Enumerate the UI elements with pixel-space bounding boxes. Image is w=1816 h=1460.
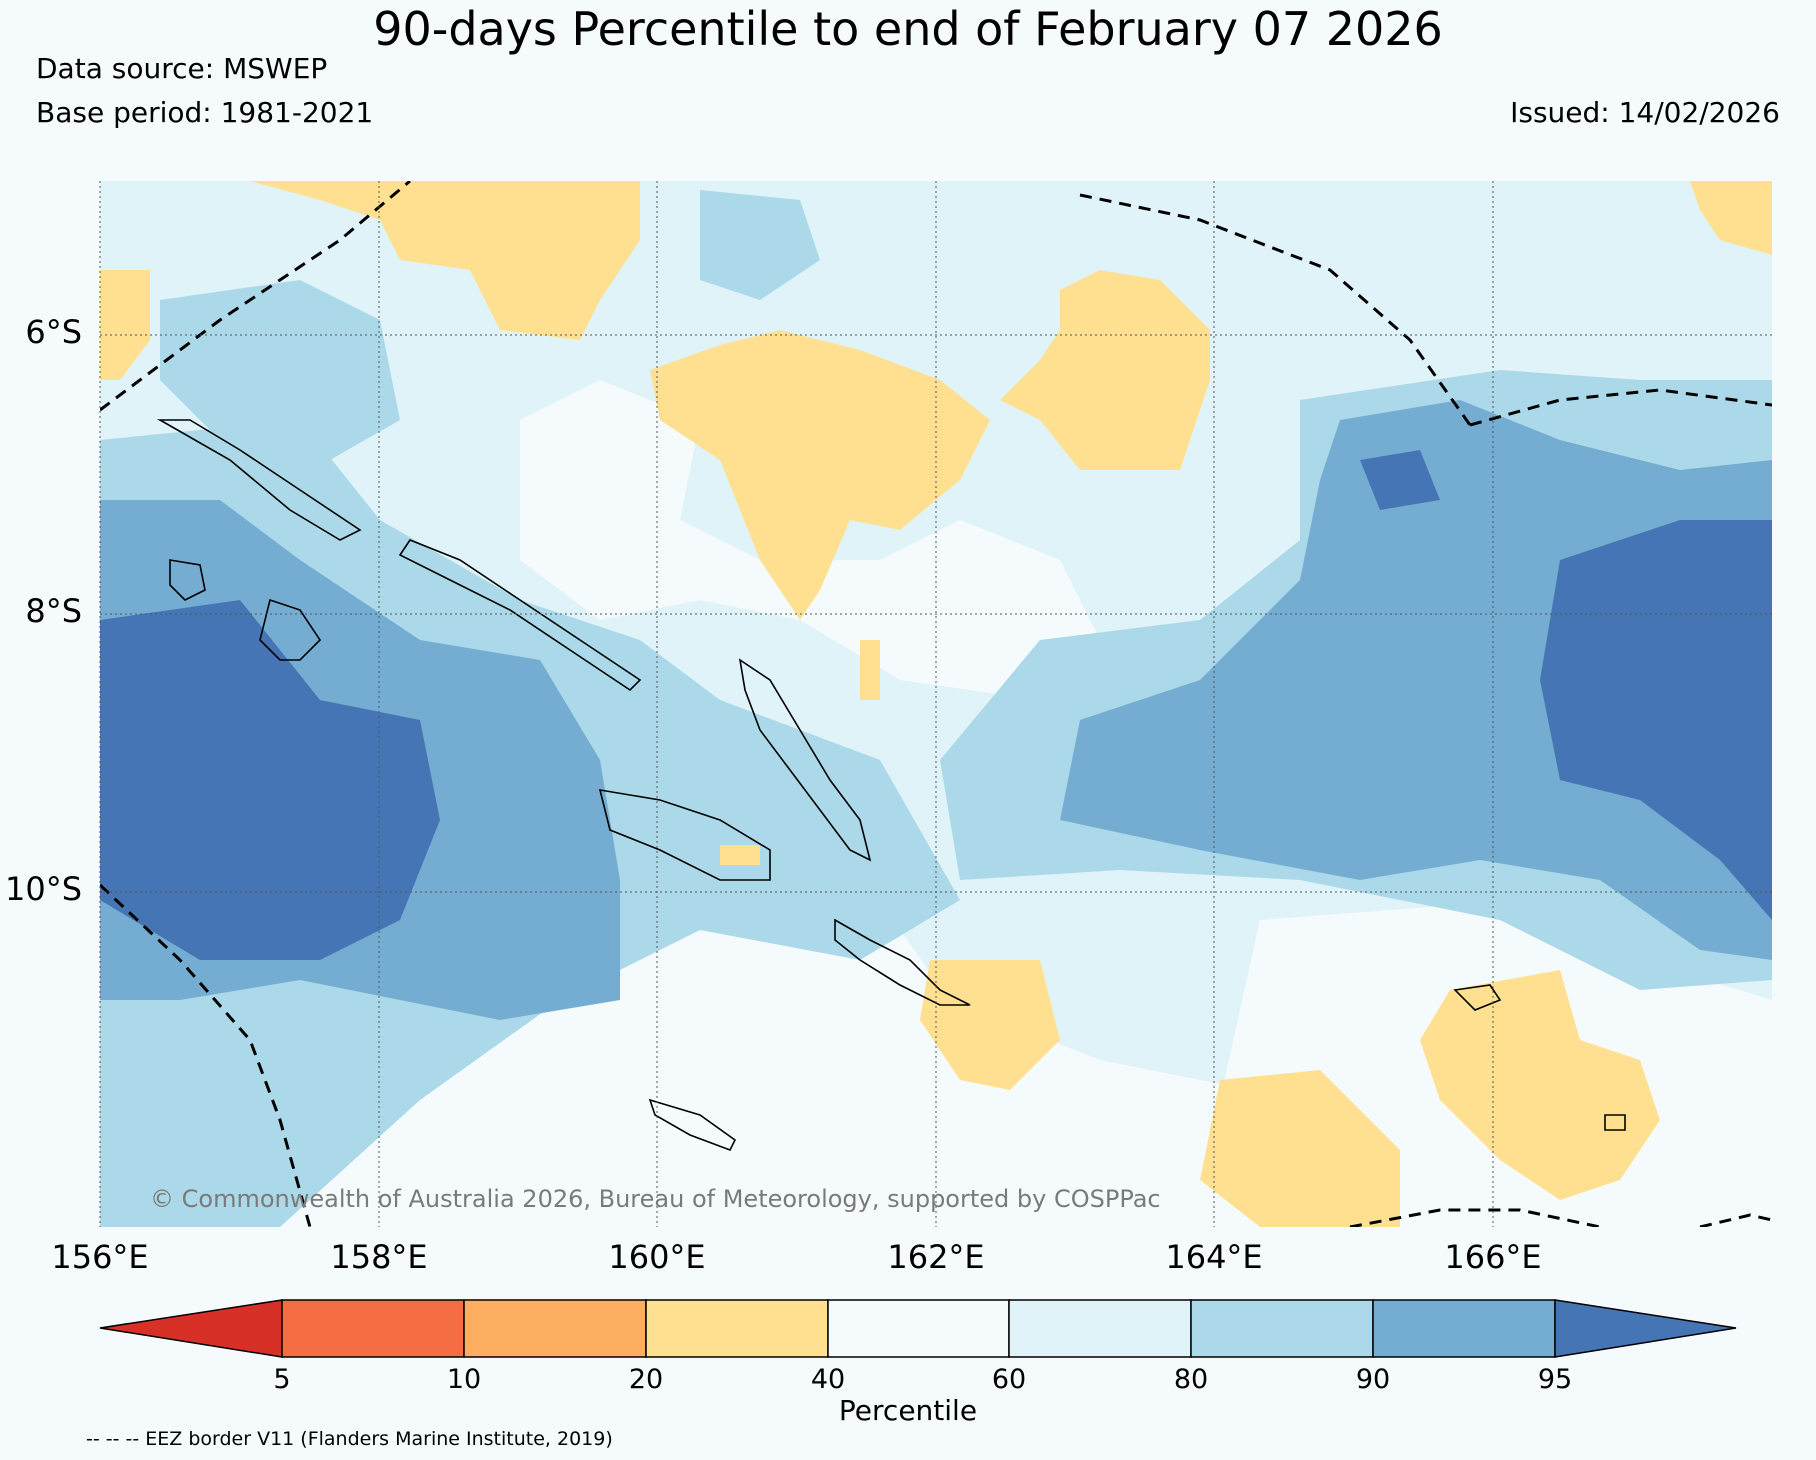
- chart-title: 90-days Percentile to end of February 07…: [373, 2, 1443, 56]
- colorbar-tick: 10: [446, 1364, 482, 1395]
- issued-date-label: Issued: 14/02/2026: [1510, 96, 1780, 129]
- dry-20-40-blob-2: [720, 845, 760, 865]
- wet-95-plus-region-east: [1540, 520, 1772, 920]
- lon-label-164e: 164°E: [1165, 1238, 1263, 1276]
- data-source-label: Data source: MSWEP: [36, 52, 328, 85]
- wet-80-90-blob-north2: [700, 190, 820, 300]
- colorbar-segment: [827, 1299, 1010, 1358]
- colorbar-segment: [463, 1299, 647, 1358]
- colorbar-segment: [1190, 1299, 1374, 1358]
- eez-footnote: -- -- -- EEZ border V11 (Flanders Marine…: [86, 1428, 613, 1450]
- island-outline: [156, 419, 362, 541]
- colorbar-tick: 80: [1173, 1364, 1209, 1395]
- colorbar-segment: [645, 1299, 829, 1358]
- lon-label-166e: 166°E: [1444, 1238, 1542, 1276]
- copyright-watermark: © Commonwealth of Australia 2026, Bureau…: [150, 1185, 1161, 1213]
- eez-border: [1699, 1213, 1772, 1227]
- wet-95-plus-region: [100, 600, 440, 960]
- island-outline: [169, 559, 206, 601]
- colorbar: [99, 1299, 1737, 1358]
- colorbar-extend-low: [99, 1299, 283, 1358]
- island-outline: [834, 918, 971, 1006]
- lat-label-8s: 8°S: [25, 592, 82, 630]
- dry-20-40-region-south: [920, 960, 1060, 1090]
- dry-20-40-region-central: [650, 330, 990, 620]
- island-outline: [598, 789, 771, 881]
- colorbar-segment: [1372, 1299, 1556, 1358]
- colorbar-extend-high: [1554, 1299, 1737, 1358]
- dry-20-40-region-se2: [1420, 970, 1660, 1200]
- eez-border: [1469, 388, 1772, 427]
- wet-80-90-blob-north: [160, 280, 400, 460]
- lat-label-10s: 10°S: [4, 870, 82, 908]
- dry-20-40-region-north: [250, 181, 640, 340]
- colorbar-tick: 90: [1355, 1364, 1391, 1395]
- eez-border: [1079, 193, 1472, 426]
- colorbar-tick: 5: [273, 1364, 291, 1395]
- island-outline: [1453, 984, 1502, 1011]
- dry-20-40-blob-1: [860, 640, 880, 700]
- island-outline: [738, 658, 872, 862]
- colorbar-tick: 20: [628, 1364, 664, 1395]
- colorbar-tick: 40: [810, 1364, 846, 1395]
- lat-label-6s: 6°S: [25, 313, 82, 351]
- dry-20-40-region-se: [1200, 1070, 1400, 1227]
- dry-20-40-region-ne: [1000, 270, 1210, 470]
- colorbar-title: Percentile: [838, 1394, 978, 1427]
- dry-20-40-region-far-ne: [1690, 181, 1772, 255]
- lon-label-162e: 162°E: [887, 1238, 985, 1276]
- colorbar-segment: [1008, 1299, 1192, 1358]
- gridlines: [99, 181, 1772, 1227]
- normal-region: [520, 380, 1100, 700]
- island-outline: [398, 539, 642, 692]
- colorbar-tick: 95: [1537, 1364, 1573, 1395]
- dry-20-40-region-west: [100, 270, 150, 380]
- eez-border: [100, 181, 411, 412]
- colorbar-segment: [281, 1299, 465, 1358]
- wet-95-plus-blob: [1360, 450, 1440, 510]
- base-period-label: Base period: 1981-2021: [36, 96, 374, 129]
- colorbar-tick: 60: [991, 1364, 1027, 1395]
- eez-border: [1349, 1208, 1601, 1227]
- wet-90-95-region-east: [1060, 400, 1772, 960]
- island-outline: [259, 598, 322, 661]
- island-outline: [648, 1098, 737, 1152]
- lon-label-158e: 158°E: [330, 1238, 428, 1276]
- lon-label-156e: 156°E: [51, 1238, 149, 1276]
- island-outline: [1604, 1114, 1626, 1131]
- lon-label-160e: 160°E: [608, 1238, 706, 1276]
